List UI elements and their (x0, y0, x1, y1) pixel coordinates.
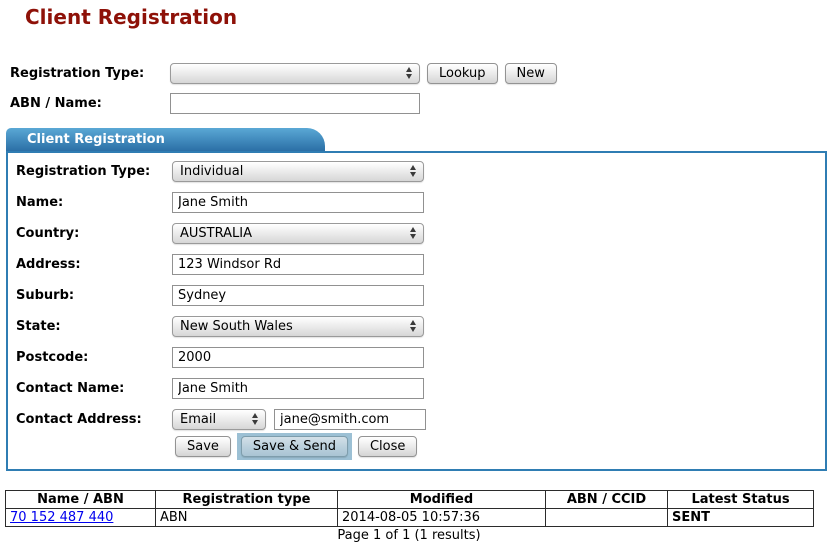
name-input[interactable] (172, 191, 424, 213)
cell-abn-ccid (545, 508, 668, 527)
close-button[interactable]: Close (357, 436, 418, 457)
postcode-label: Postcode: (16, 349, 89, 365)
state-label: State: (16, 318, 61, 334)
contact-name-label: Contact Name: (16, 380, 125, 396)
state-value: New South Wales (180, 318, 293, 334)
save-and-send-button[interactable]: Save & Send (240, 436, 348, 457)
search-registration-type-select[interactable] (170, 62, 420, 84)
select-stepper-icon (244, 413, 258, 425)
address-input[interactable] (172, 253, 424, 275)
registration-type-label: Registration Type: (16, 163, 151, 179)
col-header-latest-status: Latest Status (667, 490, 814, 509)
cell-latest-status: SENT (667, 508, 814, 527)
tab-client-registration[interactable]: Client Registration (6, 128, 325, 151)
abn-name-label: ABN / Name: (10, 95, 102, 111)
postcode-input[interactable] (172, 346, 424, 368)
col-header-registration-type: Registration type (155, 490, 338, 509)
contact-address-input[interactable] (274, 408, 426, 430)
table-row: 70 152 487 440 ABN 2014-08-05 10:57:36 S… (5, 508, 814, 527)
col-header-name-abn: Name / ABN (5, 490, 156, 509)
select-stepper-icon (402, 165, 416, 177)
col-header-modified: Modified (337, 490, 546, 509)
select-stepper-icon (402, 320, 416, 332)
contact-address-type-select[interactable]: Email (172, 408, 266, 430)
country-value: AUSTRALIA (180, 225, 252, 241)
abn-name-input[interactable] (170, 92, 420, 114)
name-label: Name: (16, 194, 64, 210)
cell-registration-type: ABN (155, 508, 338, 527)
registration-type-value: Individual (180, 163, 244, 179)
select-stepper-icon (398, 67, 412, 79)
suburb-input[interactable] (172, 284, 424, 306)
search-registration-type-label: Registration Type: (10, 65, 145, 81)
country-select[interactable]: AUSTRALIA (172, 222, 424, 244)
results-table: Name / ABN Registration type Modified AB… (5, 490, 814, 527)
save-button[interactable]: Save (175, 436, 231, 457)
contact-address-label: Contact Address: (16, 411, 142, 427)
cell-modified: 2014-08-05 10:57:36 (337, 508, 546, 527)
lookup-button[interactable]: Lookup (427, 62, 498, 84)
contact-address-type-value: Email (180, 411, 217, 427)
select-stepper-icon (402, 227, 416, 239)
client-abn-link[interactable]: 70 152 487 440 (10, 510, 114, 525)
page-title: Client Registration (25, 5, 238, 29)
col-header-abn-ccid: ABN / CCID (545, 490, 668, 509)
table-header-row: Name / ABN Registration type Modified AB… (5, 490, 814, 509)
state-select[interactable]: New South Wales (172, 315, 424, 337)
registration-type-select[interactable]: Individual (172, 160, 424, 182)
address-label: Address: (16, 256, 81, 272)
contact-name-input[interactable] (172, 377, 424, 399)
suburb-label: Suburb: (16, 287, 75, 303)
client-registration-panel: Registration Type: Individual Name: Coun… (6, 151, 827, 471)
new-button[interactable]: New (504, 62, 557, 84)
country-label: Country: (16, 225, 80, 241)
save-send-focus-halo: Save & Send (236, 433, 352, 460)
pagination-text: Page 1 of 1 (1 results) (337, 528, 481, 543)
